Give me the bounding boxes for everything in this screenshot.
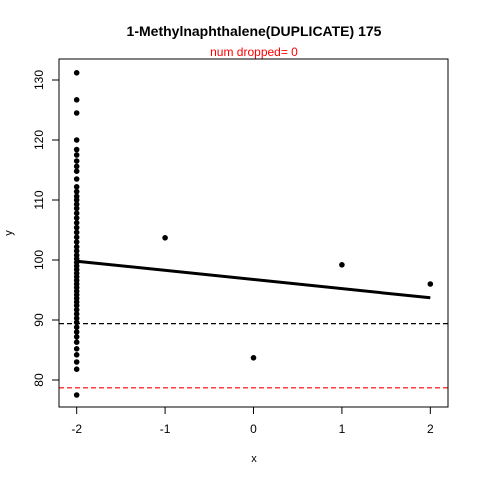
x-tick-label: -2 bbox=[71, 422, 82, 436]
data-point bbox=[74, 334, 80, 340]
chart-title: 1-Methylnaphthalene(DUPLICATE) 175 bbox=[127, 23, 382, 39]
x-tick-label: 2 bbox=[427, 422, 434, 436]
data-point bbox=[74, 206, 80, 212]
y-tick-label: 120 bbox=[32, 130, 46, 150]
data-point bbox=[74, 366, 80, 372]
data-point bbox=[74, 158, 80, 164]
data-point bbox=[74, 346, 80, 352]
y-axis-label: y bbox=[3, 230, 15, 236]
data-point bbox=[74, 168, 80, 174]
data-point bbox=[74, 225, 80, 231]
data-point bbox=[74, 210, 80, 216]
data-point bbox=[74, 392, 80, 398]
data-point bbox=[74, 215, 80, 221]
data-point bbox=[74, 329, 80, 335]
x-axis-label: x bbox=[251, 453, 257, 465]
data-point bbox=[74, 176, 80, 182]
x-tick-label: -1 bbox=[160, 422, 171, 436]
data-point bbox=[74, 164, 80, 170]
y-tick-label: 110 bbox=[32, 190, 46, 209]
data-point bbox=[74, 137, 80, 143]
y-tick-label: 100 bbox=[32, 250, 46, 270]
data-point bbox=[74, 324, 80, 330]
data-point bbox=[74, 239, 80, 245]
data-point bbox=[74, 220, 80, 226]
data-point bbox=[74, 110, 80, 116]
y-tick-label: 130 bbox=[32, 70, 46, 90]
data-point bbox=[74, 97, 80, 103]
data-point bbox=[74, 184, 80, 190]
data-point bbox=[339, 262, 345, 268]
data-point bbox=[74, 189, 80, 195]
y-tick-label: 90 bbox=[32, 313, 46, 327]
data-point bbox=[74, 70, 80, 76]
data-point bbox=[251, 355, 257, 361]
data-point bbox=[74, 147, 80, 153]
data-point bbox=[74, 152, 80, 158]
data-point bbox=[74, 339, 80, 345]
data-point bbox=[74, 352, 80, 358]
y-tick-label: 80 bbox=[32, 373, 46, 387]
data-point bbox=[74, 230, 80, 236]
data-point bbox=[74, 359, 80, 365]
data-point bbox=[428, 281, 434, 287]
data-point bbox=[74, 320, 80, 326]
x-tick-label: 1 bbox=[339, 422, 346, 436]
chart-subtitle: num dropped= 0 bbox=[210, 45, 298, 59]
x-tick-label: 0 bbox=[250, 422, 257, 436]
data-point bbox=[162, 235, 168, 241]
data-point bbox=[74, 234, 80, 240]
